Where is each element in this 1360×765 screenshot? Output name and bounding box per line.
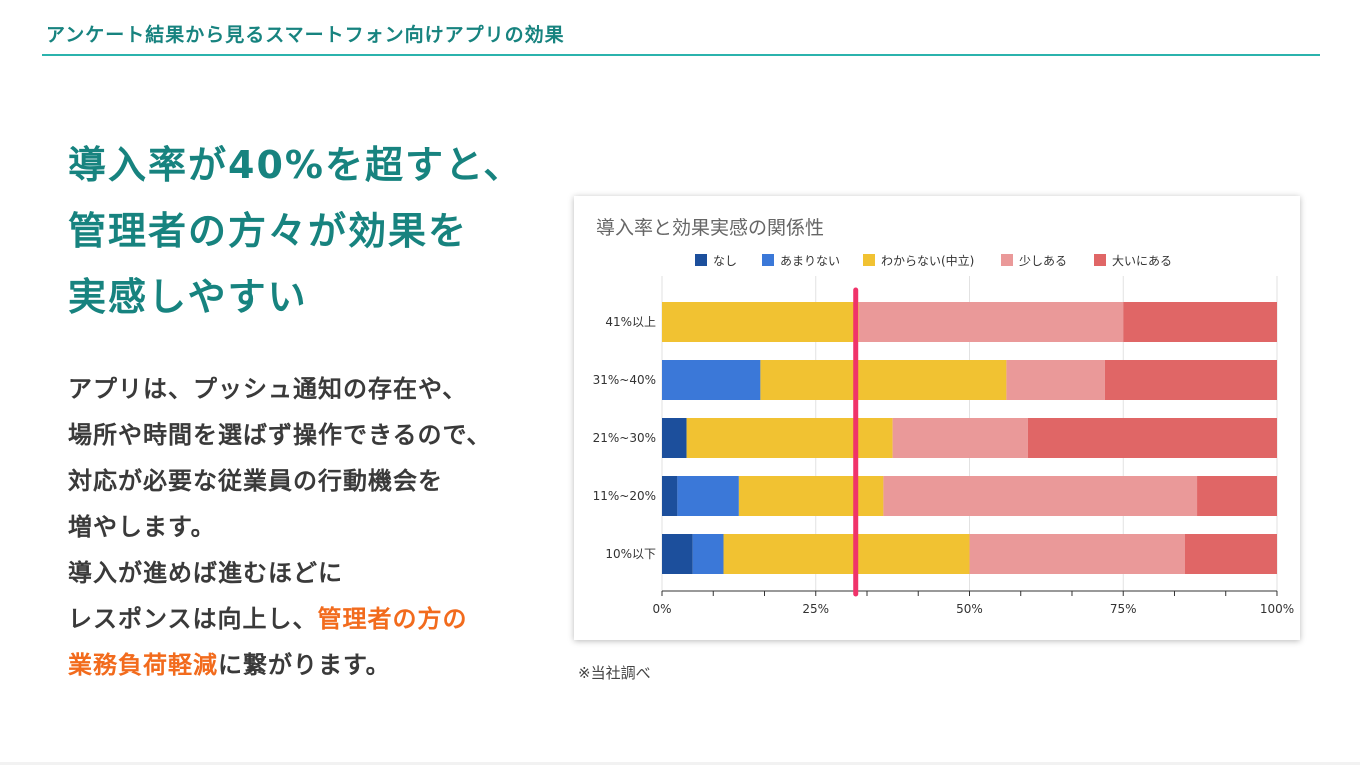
y-tick-label: 11%~20% — [593, 489, 656, 503]
body-line: 増やします。 — [68, 513, 216, 541]
headline-line: 管理者の方々が効果を — [68, 209, 469, 253]
headline-line: 導入率が40%を超すと、 — [68, 143, 524, 187]
bar-segment — [1027, 418, 1277, 458]
bar-segment — [1123, 302, 1277, 342]
bar-segment — [723, 534, 970, 574]
y-tick-label: 41%以上 — [605, 315, 656, 329]
y-tick-label: 10%以下 — [605, 547, 656, 561]
body-line: 場所や時間を選ばず操作できるので、 — [68, 421, 492, 449]
bar-segment — [1184, 534, 1277, 574]
x-tick-label: 25% — [802, 602, 829, 616]
headline: 導入率が40%を超すと、 管理者の方々が効果を 実感しやすい — [68, 132, 548, 330]
bar-segment — [969, 534, 1185, 574]
body-line: アプリは、プッシュ通知の存在や、 — [68, 375, 468, 403]
x-tick-label: 0% — [652, 602, 671, 616]
body-line: 業務負荷軽減に繋がります。 — [68, 642, 548, 688]
x-tick-label: 50% — [956, 602, 983, 616]
y-tick-label: 31%~40% — [593, 373, 656, 387]
legend-swatch — [1094, 254, 1106, 266]
legend-label: 少しある — [1019, 254, 1067, 268]
chart-card: 導入率と効果実感の関係性なし あまりない わからない(中立) 少しある 大いにある 41%… — [574, 196, 1300, 640]
bar-segment — [662, 476, 678, 516]
bar-segment — [686, 418, 893, 458]
body-paragraph: アプリは、プッシュ通知の存在や、 場所や時間を選ばず操作できるので、 対応が必要… — [68, 366, 548, 688]
source-note: ※当社調べ — [578, 664, 651, 682]
x-tick-label: 100% — [1260, 602, 1294, 616]
legend-swatch — [1001, 254, 1013, 266]
page-header-title: アンケート結果から見るスマートフォン向けアプリの効果 — [46, 24, 565, 46]
headline-line: 実感しやすい — [68, 275, 308, 319]
bottom-divider — [0, 762, 1360, 765]
bar-segment — [677, 476, 739, 516]
bar-segment — [892, 418, 1028, 458]
chart-title: 導入率と効果実感の関係性 — [596, 217, 824, 239]
body-line: レスポンスは向上し、管理者の方の — [68, 596, 548, 642]
bar-segment — [662, 534, 693, 574]
bar-segment — [692, 534, 724, 574]
legend-swatch — [863, 254, 875, 266]
body-text-highlight: 業務負荷軽減 — [68, 651, 218, 679]
x-tick-label: 75% — [1110, 602, 1137, 616]
bar-segment — [1006, 360, 1105, 400]
body-line: 導入が進めば進むほどに — [68, 559, 343, 587]
bar-segment — [1104, 360, 1277, 400]
y-tick-label: 21%~30% — [593, 431, 656, 445]
bar-segment — [1197, 476, 1277, 516]
bar-segment — [662, 360, 761, 400]
legend-label: 大いにある — [1112, 254, 1172, 268]
legend-swatch — [762, 254, 774, 266]
bar-segment — [760, 360, 1007, 400]
legend-label: あまりない — [780, 254, 840, 268]
bar-segment — [858, 302, 1124, 342]
bar-segment — [662, 418, 687, 458]
body-text-highlight: 管理者の方の — [317, 605, 468, 633]
body-text-plain: に繋がります。 — [218, 651, 391, 679]
legend-label: わからない(中立) — [881, 253, 974, 268]
body-text-plain: レスポンスは向上し、 — [68, 605, 318, 633]
bar-segment — [662, 302, 859, 342]
bar-segment — [738, 476, 884, 516]
body-line: 対応が必要な従業員の行動機会を — [68, 467, 443, 495]
bar-segment — [883, 476, 1198, 516]
header-divider — [42, 54, 1320, 56]
legend-swatch — [695, 254, 707, 266]
legend-label: なし — [713, 254, 737, 268]
